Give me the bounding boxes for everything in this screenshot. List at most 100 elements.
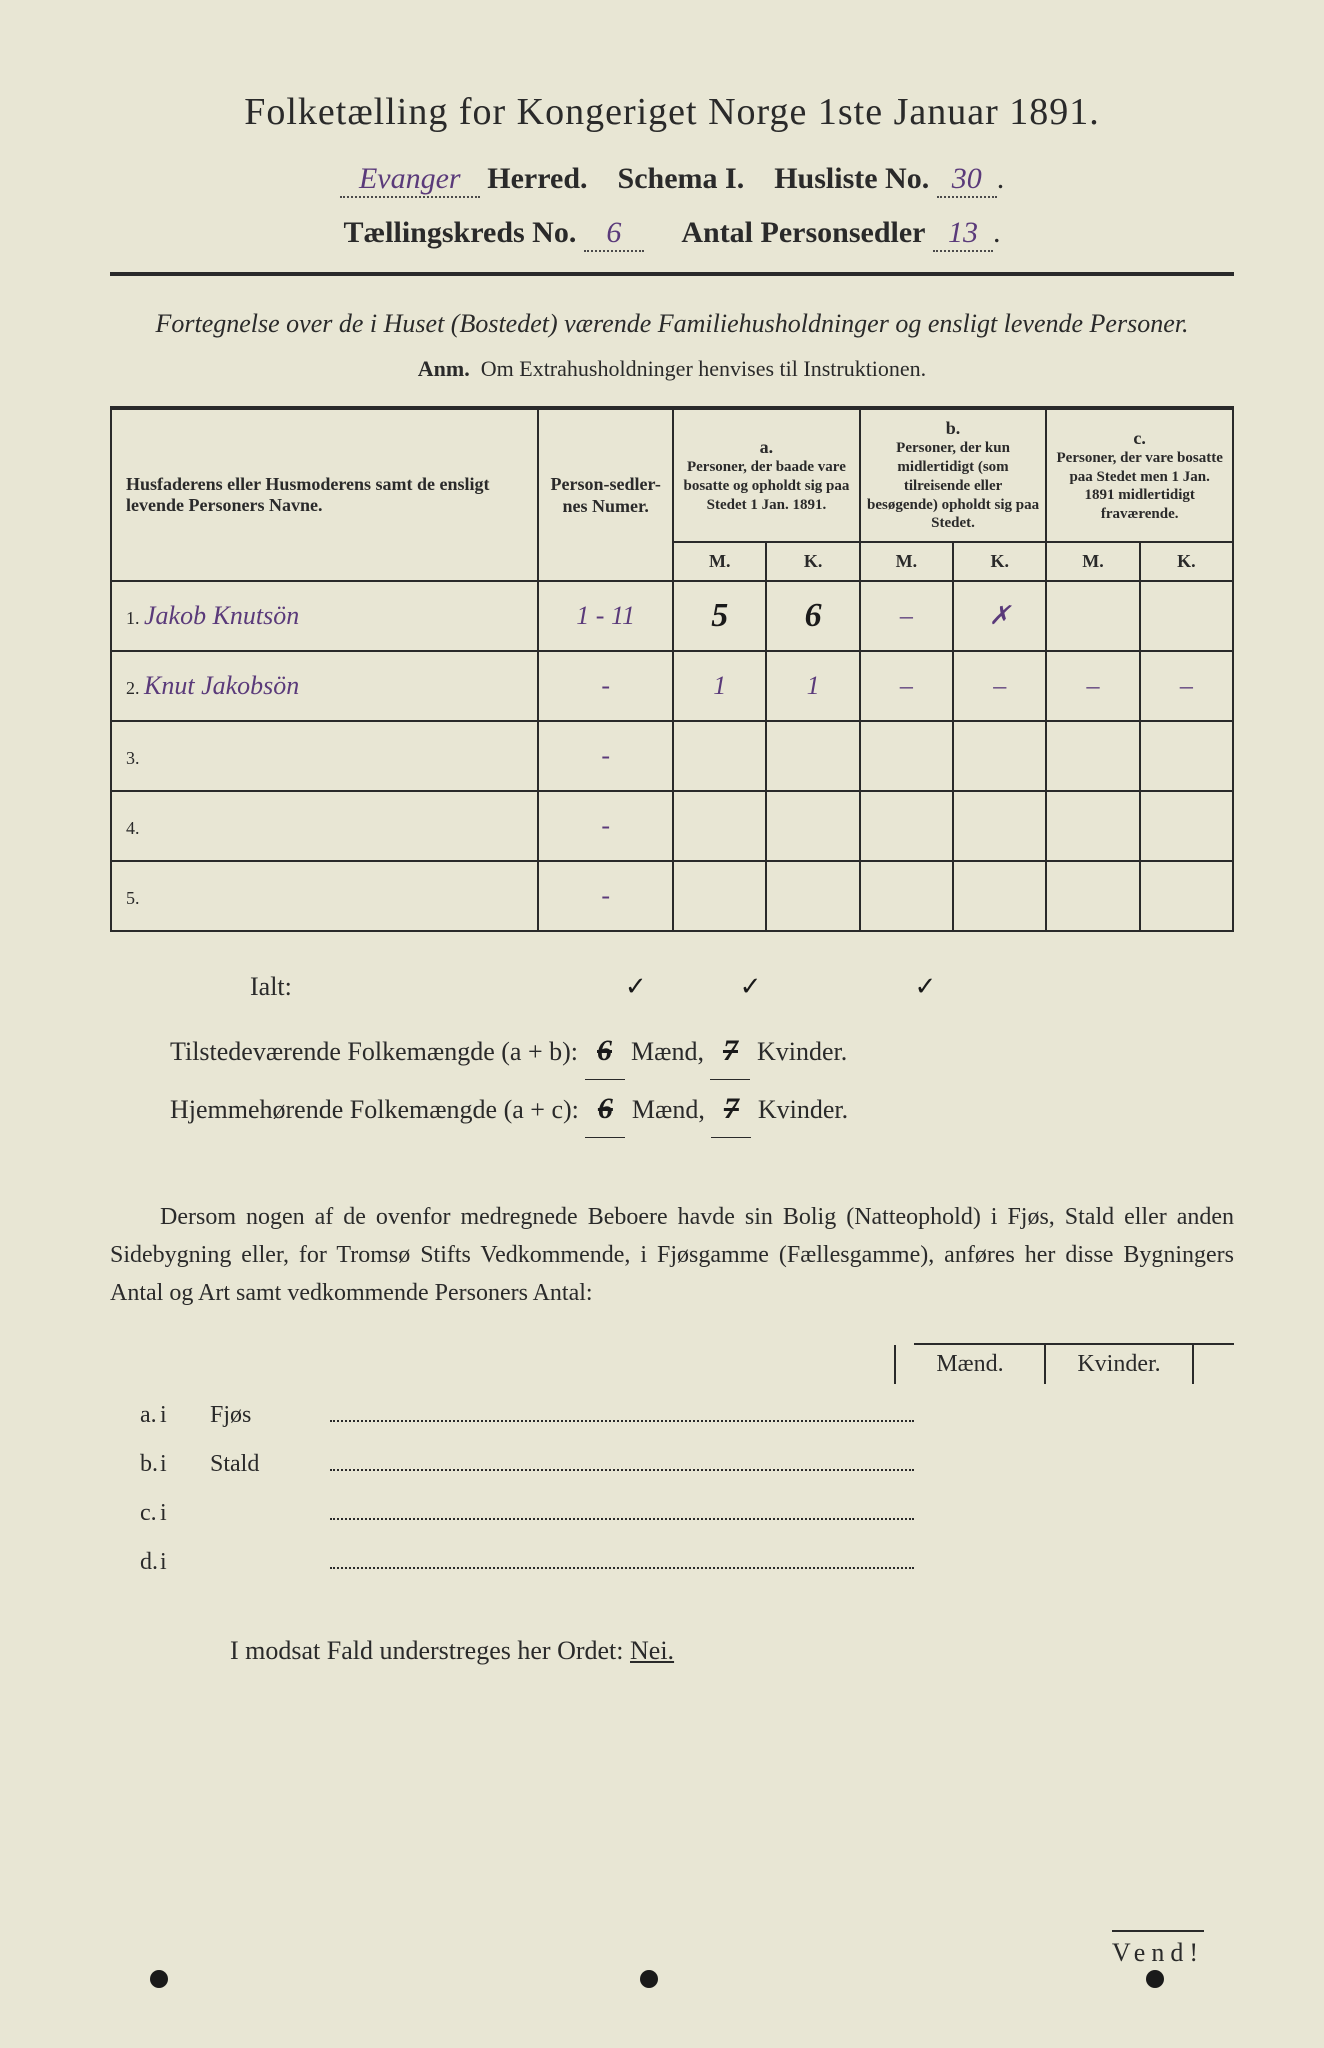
cell-bK: ✗ xyxy=(953,581,1046,651)
table-row: 3. - xyxy=(111,721,1233,791)
row-name: 3. xyxy=(111,721,538,791)
schema-label: Schema I. xyxy=(618,162,745,195)
antal-value: 13 xyxy=(933,216,993,252)
punch-hole xyxy=(640,1970,658,1988)
herred-label: Herred. xyxy=(487,162,587,195)
row-num: - xyxy=(538,861,673,931)
anm-text: Om Extrahusholdninger henvises til Instr… xyxy=(481,356,926,381)
totals-block: Ialt: ✓ ✓ ✓ Tilstedeværende Folkemængde … xyxy=(110,962,1234,1137)
cell-bM xyxy=(860,791,953,861)
cell-cM xyxy=(1046,861,1139,931)
table-row: 1. Jakob Knutsön1 - 1156–✗ xyxy=(111,581,1233,651)
anm-line: Anm. Om Extrahusholdninger henvises til … xyxy=(110,356,1234,382)
col-c-k: K. xyxy=(1140,542,1233,581)
anm-label: Anm. xyxy=(418,356,470,381)
row-num: - xyxy=(538,721,673,791)
building-list: Mænd. Kvinder. a.iFjøsb.iStaldc.id.i xyxy=(110,1343,1234,1576)
cell-bK xyxy=(953,791,1046,861)
col-b-m: M. xyxy=(860,542,953,581)
cell-aM xyxy=(673,791,766,861)
building-row: c.i xyxy=(110,1496,1234,1527)
subtitle: Fortegnelse over de i Huset (Bostedet) v… xyxy=(110,306,1234,342)
cell-bM: – xyxy=(860,651,953,721)
cell-aM xyxy=(673,721,766,791)
building-i: i xyxy=(160,1451,210,1478)
cell-aK xyxy=(766,861,859,931)
col-a-k: K. xyxy=(766,542,859,581)
cell-cK xyxy=(1140,791,1233,861)
dots xyxy=(330,1398,914,1422)
row-num: 1 - 11 xyxy=(538,581,673,651)
col-a-header: a. Personer, der baade vare bosatte og o… xyxy=(673,408,860,542)
table-row: 4. - xyxy=(111,791,1233,861)
totals-line-2: Hjemmehørende Folkemængde (a + c): 6 Mæn… xyxy=(170,1080,1234,1138)
kvinder-label: Kvinder. xyxy=(1044,1345,1194,1384)
building-row: b.iStald xyxy=(110,1447,1234,1478)
header-line-3: Tællingskreds No. 6 Antal Personsedler 1… xyxy=(110,216,1234,252)
herred-value: Evanger xyxy=(340,162,480,198)
row-name: 5. xyxy=(111,861,538,931)
cell-cM xyxy=(1046,721,1139,791)
ialt-row: Ialt: ✓ ✓ ✓ xyxy=(250,962,1234,1011)
cell-aM: 5 xyxy=(673,581,766,651)
footer-line: I modsat Fald understreges her Ordet: Ne… xyxy=(110,1636,1234,1666)
husliste-value: 30 xyxy=(937,162,997,198)
col-name-header: Husfaderens eller Husmoderens samt de en… xyxy=(111,408,538,581)
maend-label: Mænd. xyxy=(894,1345,1044,1384)
col-c-m: M. xyxy=(1046,542,1139,581)
husliste-label: Husliste No. xyxy=(774,162,929,195)
table-row: 2. Knut Jakobsön-11–––– xyxy=(111,651,1233,721)
col-a-m: M. xyxy=(673,542,766,581)
cell-aK: 6 xyxy=(766,581,859,651)
cell-bK xyxy=(953,721,1046,791)
vend-label: Vend! xyxy=(1112,1930,1204,1968)
row-name: 4. xyxy=(111,791,538,861)
cell-bM: – xyxy=(860,581,953,651)
punch-hole xyxy=(1146,1970,1164,1988)
building-i: i xyxy=(160,1500,210,1527)
col-c-header: c. Personer, der vare bosatte paa Stedet… xyxy=(1046,408,1233,542)
dots xyxy=(330,1447,914,1471)
building-row: d.i xyxy=(110,1545,1234,1576)
building-i: i xyxy=(160,1549,210,1576)
cell-bK xyxy=(953,861,1046,931)
cell-aM: 1 xyxy=(673,651,766,721)
building-lbl: a. xyxy=(110,1402,160,1429)
cell-cK: – xyxy=(1140,651,1233,721)
paragraph: Dersom nogen af de ovenfor medregnede Be… xyxy=(110,1198,1234,1313)
cell-cK xyxy=(1140,581,1233,651)
col-b-header: b. Personer, der kun midlertidigt (som t… xyxy=(860,408,1047,542)
col-b-k: K. xyxy=(953,542,1046,581)
punch-hole xyxy=(150,1970,168,1988)
building-lbl: b. xyxy=(110,1451,160,1478)
cell-aK xyxy=(766,721,859,791)
building-i: i xyxy=(160,1402,210,1429)
building-name: Stald xyxy=(210,1451,330,1478)
building-row: a.iFjøs xyxy=(110,1398,1234,1429)
building-name: Fjøs xyxy=(210,1402,330,1429)
totals-line-1: Tilstedeværende Folkemængde (a + b): 6 M… xyxy=(170,1022,1234,1080)
cell-bM xyxy=(860,721,953,791)
row-name: 2. Knut Jakobsön xyxy=(111,651,538,721)
cell-bK: – xyxy=(953,651,1046,721)
cell-bM xyxy=(860,861,953,931)
row-name: 1. Jakob Knutsön xyxy=(111,581,538,651)
cell-cK xyxy=(1140,721,1233,791)
mk-header: Mænd. Kvinder. xyxy=(110,1345,1234,1384)
page-title: Folketælling for Kongeriget Norge 1ste J… xyxy=(110,90,1234,134)
cell-cM xyxy=(1046,581,1139,651)
kreds-value: 6 xyxy=(584,216,644,252)
header-line-2: Evanger Herred. Schema I. Husliste No. 3… xyxy=(110,162,1234,198)
cell-aM xyxy=(673,861,766,931)
row-num: - xyxy=(538,791,673,861)
cell-cM: – xyxy=(1046,651,1139,721)
dots xyxy=(330,1496,914,1520)
cell-aK xyxy=(766,791,859,861)
main-table: Husfaderens eller Husmoderens samt de en… xyxy=(110,406,1234,932)
divider xyxy=(110,272,1234,276)
cell-cK xyxy=(1140,861,1233,931)
table-row: 5. - xyxy=(111,861,1233,931)
building-lbl: d. xyxy=(110,1549,160,1576)
antal-label: Antal Personsedler xyxy=(681,216,925,249)
dots xyxy=(330,1545,914,1569)
